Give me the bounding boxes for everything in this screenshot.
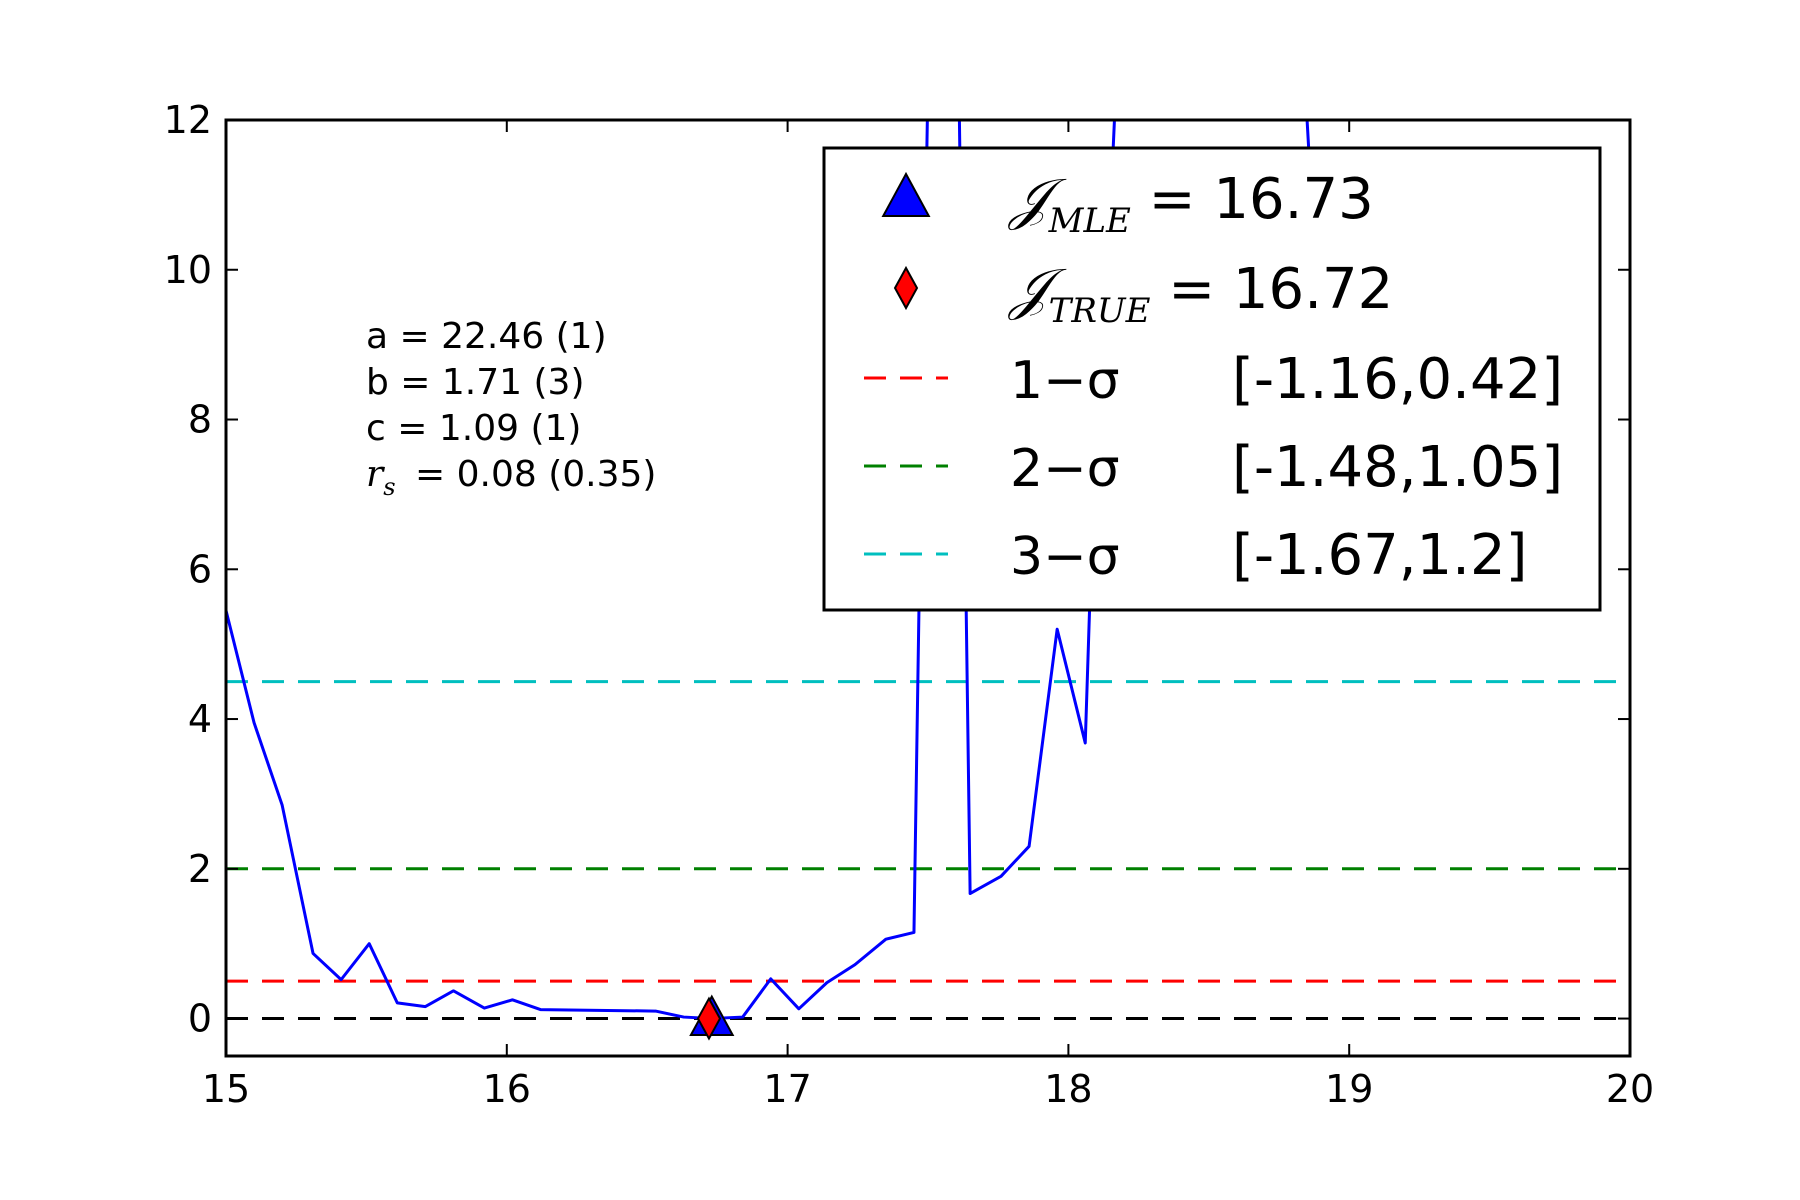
legend-box bbox=[822, 146, 1602, 612]
annotation-line: b = 1.71 (3) bbox=[366, 362, 585, 403]
legend-interval: [-1.48,1.05] bbox=[1232, 435, 1563, 500]
data-point bbox=[1160, 81, 1162, 83]
true-marker bbox=[696, 996, 722, 1041]
data-point bbox=[682, 1015, 685, 1019]
data-point bbox=[999, 875, 1003, 878]
data-point bbox=[741, 1015, 744, 1019]
data-point bbox=[339, 978, 343, 981]
data-point bbox=[1292, 81, 1294, 83]
y-tick-label: 8 bbox=[188, 398, 212, 442]
y-tick-label: 10 bbox=[164, 248, 212, 292]
x-tick-label: 15 bbox=[202, 1067, 250, 1111]
x-tick-label: 16 bbox=[483, 1067, 531, 1111]
legend-sigma-label: 1−σ bbox=[1010, 351, 1120, 411]
legend-interval: [-1.16,0.42] bbox=[1232, 347, 1563, 412]
markers-layer bbox=[689, 994, 735, 1041]
x-axis: 15 16 17 18 19 20 bbox=[202, 120, 1654, 1111]
data-point bbox=[853, 963, 857, 966]
data-point bbox=[280, 803, 284, 807]
data-point bbox=[1027, 845, 1031, 848]
data-point bbox=[452, 989, 455, 993]
x-tick-label: 19 bbox=[1325, 1067, 1373, 1111]
data-point bbox=[968, 892, 972, 895]
data-point bbox=[539, 1008, 542, 1011]
x-tick-label: 18 bbox=[1044, 1067, 1092, 1111]
data-point bbox=[424, 1005, 427, 1008]
x-tick-label: 20 bbox=[1606, 1067, 1654, 1111]
data-point bbox=[1055, 627, 1059, 631]
data-point bbox=[1236, 81, 1238, 83]
x-tick-label: 17 bbox=[763, 1067, 811, 1111]
data-point bbox=[368, 942, 371, 945]
annotation-line: rs = 0.08 (0.35) bbox=[366, 454, 656, 501]
data-point bbox=[825, 981, 829, 984]
data-point bbox=[884, 937, 888, 941]
fit-parameters-annotation: a = 22.46 (1) b = 1.71 (3) c = 1.09 (1) rs … bbox=[366, 316, 656, 501]
data-point bbox=[1199, 81, 1201, 83]
y-tick-label: 12 bbox=[164, 98, 212, 142]
legend-interval: [-1.67,1.2] bbox=[1232, 523, 1527, 588]
legend-label: 𝒥TRUE = 16.72 bbox=[1007, 257, 1393, 331]
data-point bbox=[1149, 81, 1151, 83]
data-point bbox=[483, 1006, 486, 1010]
legend-triangle-swatch bbox=[881, 171, 931, 217]
annotation-line: c = 1.09 (1) bbox=[366, 408, 581, 449]
legend-sigma-label: 2−σ bbox=[1010, 439, 1120, 499]
data-point bbox=[958, 81, 960, 83]
y-axis: 0 2 4 6 8 10 12 bbox=[164, 98, 1630, 1041]
y-tick-label: 4 bbox=[188, 697, 212, 741]
legend-sigma-label: 3−σ bbox=[1010, 527, 1120, 587]
data-point bbox=[311, 952, 315, 955]
data-point bbox=[769, 977, 772, 981]
data-point bbox=[912, 931, 916, 934]
legend-diamond-swatch bbox=[893, 265, 919, 311]
axes-frame bbox=[224, 118, 1632, 1058]
data-point bbox=[1115, 81, 1117, 83]
reference-lines bbox=[226, 680, 1630, 1021]
y-tick-label: 2 bbox=[188, 847, 212, 891]
data-point bbox=[511, 998, 514, 1002]
data-point bbox=[396, 1001, 399, 1005]
series-line-0 bbox=[226, 120, 1329, 1021]
data-point bbox=[654, 1009, 657, 1013]
annotation-line: a = 22.46 (1) bbox=[366, 316, 607, 357]
data-point bbox=[927, 81, 929, 83]
y-tick-label: 0 bbox=[188, 997, 212, 1041]
y-tick-label: 6 bbox=[188, 547, 212, 591]
data-point bbox=[1084, 741, 1087, 745]
data-point bbox=[252, 721, 256, 724]
data-point bbox=[797, 1007, 801, 1011]
